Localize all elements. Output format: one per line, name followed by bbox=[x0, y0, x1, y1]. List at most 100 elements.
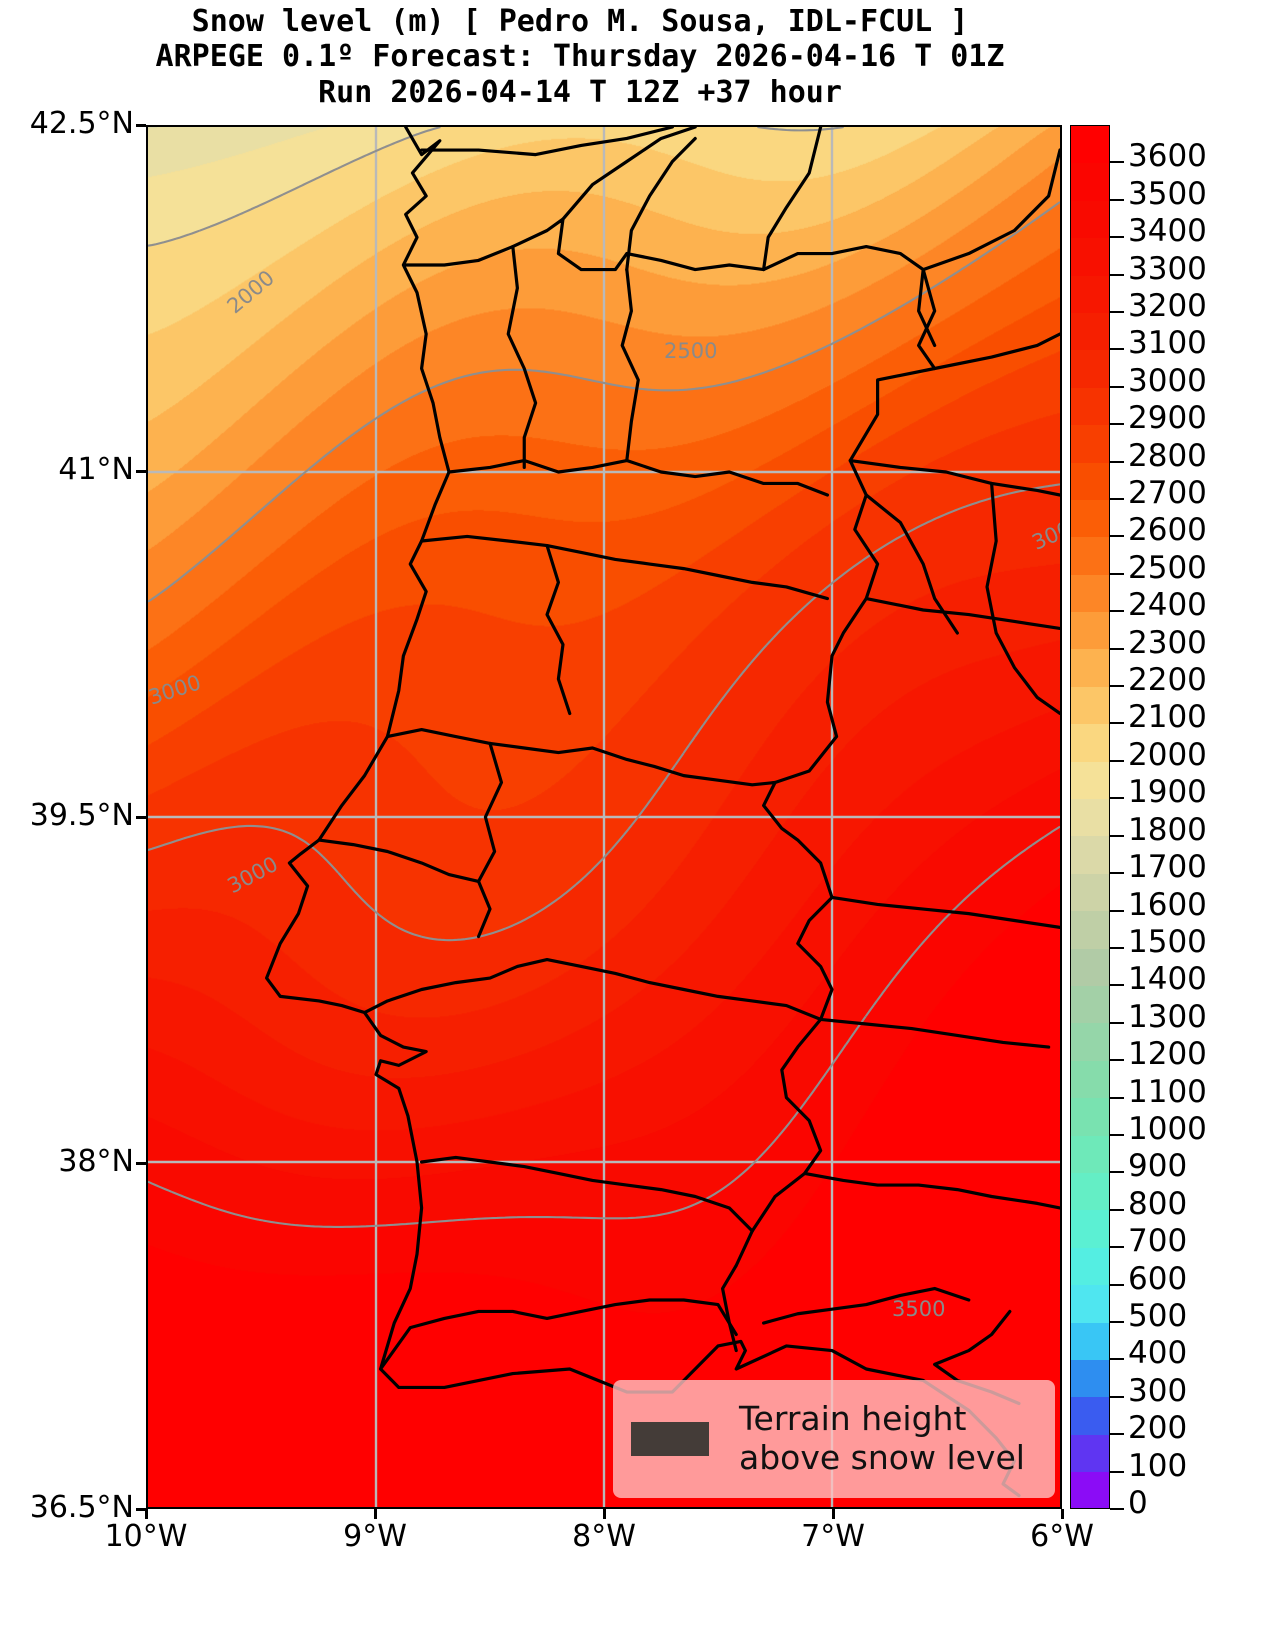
colorbar-segment bbox=[1071, 1472, 1109, 1508]
longitude-tick-label: 7°W bbox=[801, 1519, 865, 1554]
colorbar-tick-label: 800 bbox=[1128, 1185, 1188, 1222]
map-plot-area[interactable]: 2000 2500 3000 3000 3500 3000 bbox=[146, 125, 1062, 1509]
colorbar-segment bbox=[1071, 499, 1109, 538]
colorbar-segment bbox=[1071, 1210, 1109, 1248]
colorbar-tick-label: 3500 bbox=[1128, 175, 1207, 212]
colorbar-tick bbox=[1110, 311, 1124, 314]
colorbar-tick bbox=[1110, 1133, 1124, 1136]
colorbar-segment bbox=[1071, 462, 1109, 500]
colorbar-segment bbox=[1071, 911, 1109, 949]
colorbar-tick bbox=[1110, 385, 1124, 388]
colorbar-segment bbox=[1071, 163, 1109, 201]
colorbar-tick bbox=[1110, 1059, 1124, 1062]
colorbar-tick-label: 2800 bbox=[1128, 437, 1207, 474]
longitude-tick-label: 8°W bbox=[572, 1519, 636, 1554]
latitude-tick-label: 38°N bbox=[58, 1144, 134, 1179]
colorbar-tick bbox=[1110, 1096, 1124, 1099]
colorbar-tick-label: 1500 bbox=[1128, 923, 1207, 960]
latitude-tick-mark bbox=[136, 1508, 146, 1511]
colorbar-tick bbox=[1110, 1021, 1124, 1024]
colorbar-segment bbox=[1071, 387, 1109, 426]
latitude-tick-mark bbox=[136, 470, 146, 473]
colorbar-segment bbox=[1071, 836, 1109, 874]
colorbar-tick-label: 1200 bbox=[1128, 1036, 1207, 1073]
colorbar-tick bbox=[1110, 1246, 1124, 1249]
latitude-tick-mark bbox=[136, 1162, 146, 1165]
map-gridlines bbox=[148, 127, 1060, 1507]
colorbar-tick-label: 2600 bbox=[1128, 512, 1207, 549]
colorbar-tick bbox=[1110, 984, 1124, 987]
colorbar-tick-label: 2200 bbox=[1128, 662, 1207, 699]
colorbar-tick bbox=[1110, 1470, 1124, 1473]
colorbar-tick-label: 3300 bbox=[1128, 250, 1207, 287]
colorbar-segment bbox=[1071, 1247, 1109, 1286]
colorbar-tick-label: 900 bbox=[1128, 1148, 1188, 1185]
colorbar-segment bbox=[1071, 425, 1109, 463]
colorbar-tick-label: 600 bbox=[1128, 1260, 1188, 1297]
colorbar-tick-label: 100 bbox=[1128, 1447, 1188, 1484]
latitude-tick-label: 41°N bbox=[58, 452, 134, 487]
colorbar-segment bbox=[1071, 612, 1109, 650]
latitude-tick-label: 36.5°N bbox=[29, 1490, 134, 1525]
colorbar-segment bbox=[1071, 686, 1109, 725]
colorbar-tick bbox=[1110, 872, 1124, 875]
colorbar-tick-label: 3000 bbox=[1128, 362, 1207, 399]
colorbar-segment bbox=[1071, 1098, 1109, 1136]
colorbar-segment bbox=[1071, 238, 1109, 276]
colorbar-tick-label: 1700 bbox=[1128, 849, 1207, 886]
colorbar-tick bbox=[1110, 572, 1124, 575]
colorbar-segment bbox=[1071, 1285, 1109, 1323]
colorbar-tick bbox=[1110, 348, 1124, 351]
colorbar-tick bbox=[1110, 797, 1124, 800]
colorbar-tick bbox=[1110, 909, 1124, 912]
colorbar-segment bbox=[1071, 537, 1109, 575]
longitude-tick-mark bbox=[603, 1509, 606, 1519]
longitude-tick-mark bbox=[1061, 1509, 1064, 1519]
latitude-tick-mark bbox=[136, 816, 146, 819]
colorbar-tick-label: 1000 bbox=[1128, 1110, 1207, 1147]
colorbar-tick-label: 1400 bbox=[1128, 961, 1207, 998]
colorbar-tick bbox=[1110, 1320, 1124, 1323]
colorbar-tick-label: 3200 bbox=[1128, 288, 1207, 325]
colorbar-tick bbox=[1110, 161, 1124, 164]
colorbar-tick bbox=[1110, 236, 1124, 239]
title-line-1: Snow level (m) [ Pedro M. Sousa, IDL-FCU… bbox=[191, 4, 969, 39]
colorbar[interactable] bbox=[1070, 125, 1110, 1509]
colorbar-tick bbox=[1110, 685, 1124, 688]
longitude-tick-label: 6°W bbox=[1030, 1519, 1094, 1554]
colorbar-tick-label: 3100 bbox=[1128, 325, 1207, 362]
latitude-tick-label: 42.5°N bbox=[29, 106, 134, 141]
colorbar-segment bbox=[1071, 200, 1109, 239]
figure-title: Snow level (m) [ Pedro M. Sousa, IDL-FCU… bbox=[0, 4, 1160, 110]
colorbar-segment bbox=[1071, 312, 1109, 351]
colorbar-tick bbox=[1110, 1358, 1124, 1361]
colorbar-tick-label: 2500 bbox=[1128, 549, 1207, 586]
colorbar-tick-label: 500 bbox=[1128, 1297, 1188, 1334]
legend-line-1: Terrain height bbox=[739, 1399, 967, 1439]
colorbar-tick-label: 2100 bbox=[1128, 699, 1207, 736]
colorbar-tick-label: 0 bbox=[1128, 1485, 1148, 1521]
colorbar-tick-label: 1100 bbox=[1128, 1073, 1207, 1110]
colorbar-segment bbox=[1071, 275, 1109, 313]
colorbar-segment bbox=[1071, 799, 1109, 837]
longitude-tick-mark bbox=[374, 1509, 377, 1519]
longitude-tick-label: 10°W bbox=[104, 1519, 188, 1554]
colorbar-tick bbox=[1110, 722, 1124, 725]
colorbar-tick bbox=[1110, 647, 1124, 650]
colorbar-tick bbox=[1110, 610, 1124, 613]
colorbar-tick-label: 1300 bbox=[1128, 998, 1207, 1035]
colorbar-tick-label: 2700 bbox=[1128, 475, 1207, 512]
colorbar-tick-label: 3600 bbox=[1128, 138, 1207, 175]
colorbar-tick bbox=[1110, 273, 1124, 276]
colorbar-tick bbox=[1110, 1508, 1124, 1510]
colorbar-tick bbox=[1110, 759, 1124, 762]
colorbar-segment bbox=[1071, 761, 1109, 800]
latitude-tick-label: 39.5°N bbox=[29, 798, 134, 833]
colorbar-tick-label: 2400 bbox=[1128, 587, 1207, 624]
colorbar-tick-label: 2300 bbox=[1128, 624, 1207, 661]
colorbar-tick-label: 400 bbox=[1128, 1335, 1188, 1372]
colorbar-tick bbox=[1110, 1283, 1124, 1286]
colorbar-tick-label: 700 bbox=[1128, 1223, 1188, 1260]
colorbar-tick-label: 1600 bbox=[1128, 886, 1207, 923]
colorbar-tick-label: 200 bbox=[1128, 1410, 1188, 1447]
